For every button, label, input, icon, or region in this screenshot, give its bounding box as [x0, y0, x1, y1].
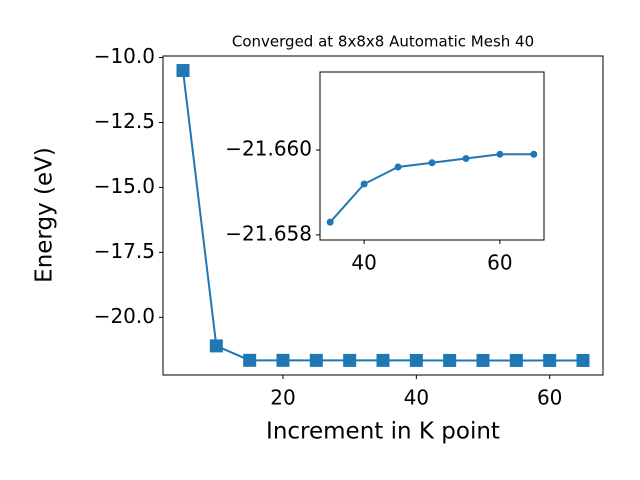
y-axis-label: Energy (eV)	[32, 147, 58, 283]
marker	[443, 353, 457, 367]
marker	[376, 353, 390, 367]
chart-title: Converged at 8x8x8 Automatic Mesh 40	[232, 33, 534, 51]
marker	[476, 353, 490, 367]
y-tick-label: −21.660	[225, 137, 312, 161]
y-tick-label: −15.0	[94, 174, 155, 198]
y-tick-label: −17.5	[94, 239, 155, 263]
y-tick-label: −12.5	[94, 109, 155, 133]
x-tick-label: 20	[270, 386, 295, 410]
marker	[509, 353, 523, 367]
marker	[462, 155, 470, 163]
x-tick-label: 40	[404, 386, 429, 410]
plot-area	[319, 71, 545, 241]
marker	[409, 353, 423, 367]
x-tick-label: 60	[487, 251, 512, 275]
marker	[530, 150, 538, 158]
marker	[496, 150, 504, 158]
marker	[543, 353, 557, 367]
marker	[576, 353, 590, 367]
y-tick-label: −21.658	[225, 221, 312, 245]
marker	[309, 353, 323, 367]
marker	[243, 353, 257, 367]
y-tick-label: −20.0	[94, 304, 155, 328]
marker	[360, 180, 368, 188]
x-tick-label: 60	[537, 386, 562, 410]
x-axis-label: Increment in K point	[266, 419, 500, 445]
marker	[428, 159, 436, 167]
marker	[326, 218, 334, 226]
marker	[276, 353, 290, 367]
x-tick-label: 40	[351, 251, 376, 275]
marker	[343, 353, 357, 367]
marker	[209, 339, 223, 353]
y-tick-label: −10.0	[94, 44, 155, 68]
marker	[176, 64, 190, 78]
marker	[394, 163, 402, 171]
